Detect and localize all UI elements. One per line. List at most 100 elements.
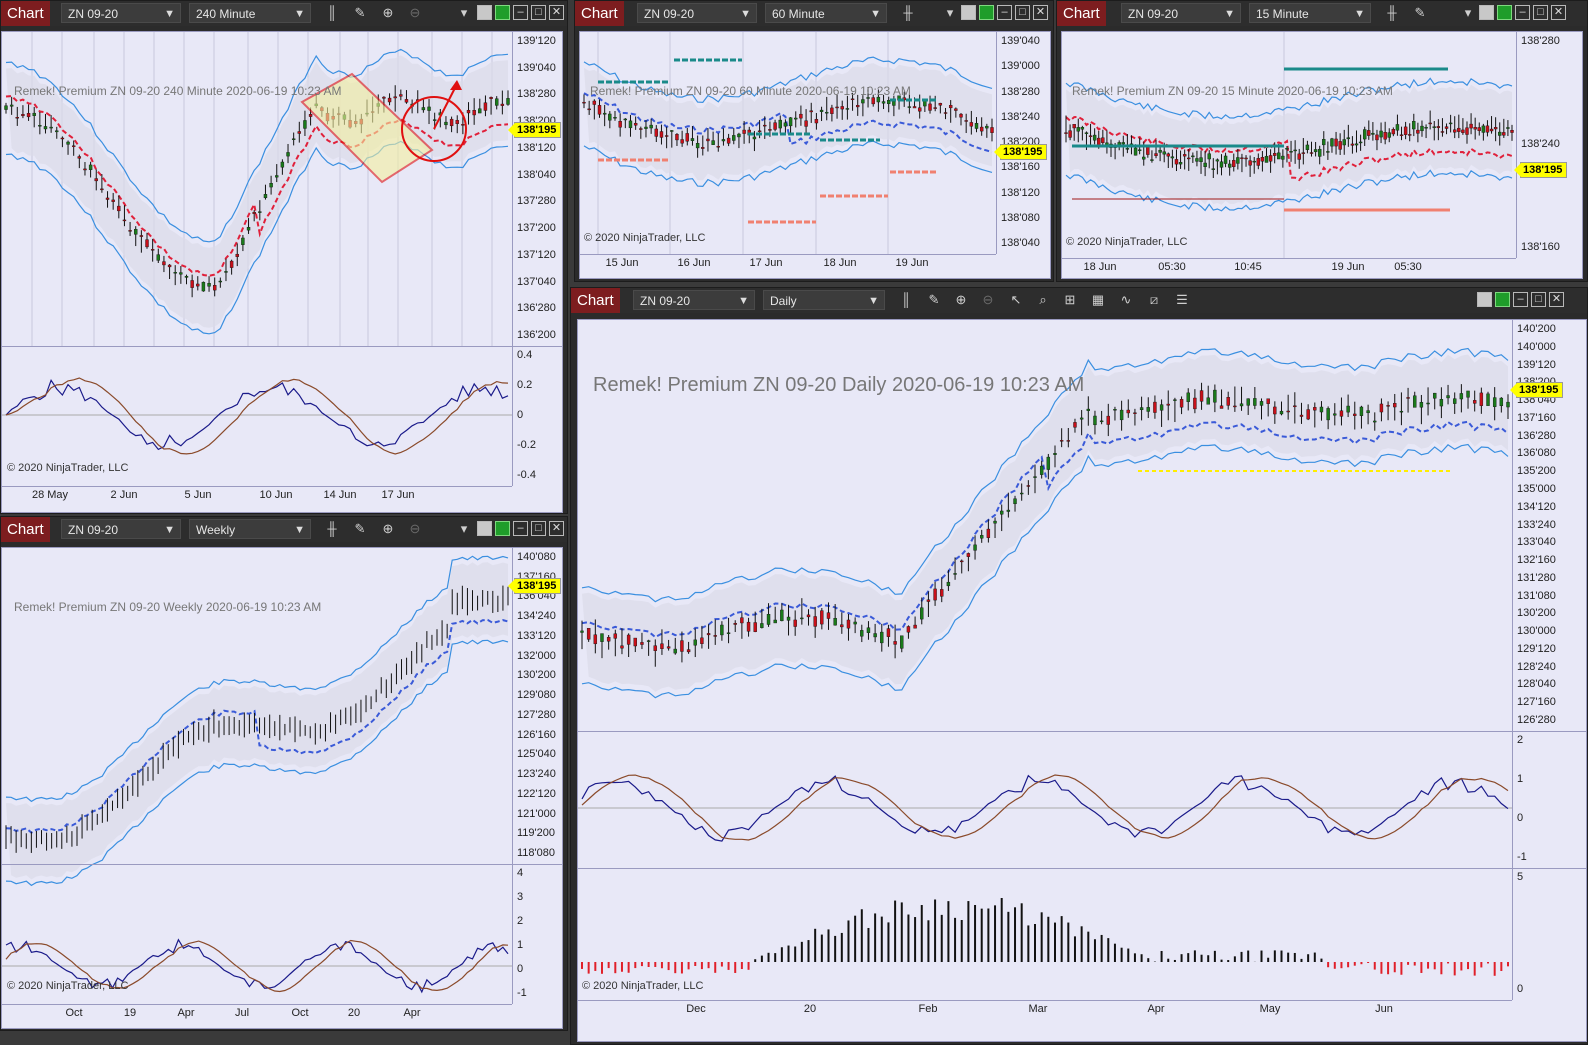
chart-trader-icon[interactable]: ☰ — [1176, 292, 1188, 307]
zoom-out-icon[interactable]: ⊖ — [409, 5, 421, 20]
strategies-icon[interactable]: ⧄ — [1149, 292, 1159, 307]
interval-selector[interactable]: 15 Minute ▼ — [1249, 3, 1371, 23]
bar-type-icon[interactable]: ╫ — [1387, 5, 1397, 20]
price-chart-15min[interactable] — [1062, 32, 1516, 258]
drawing-tool-icon[interactable]: ✎ — [354, 5, 366, 20]
interval-selector[interactable]: 60 Minute ▼ — [765, 3, 887, 23]
toolbar-overflow-icon[interactable]: ▾ — [460, 521, 468, 536]
zoom-in-icon[interactable]: ⊕ — [955, 292, 967, 307]
window-color-icon[interactable] — [1495, 292, 1510, 307]
bar-type-icon[interactable]: ║ — [901, 292, 911, 307]
minimize-button[interactable]: – — [1513, 292, 1528, 307]
toolbar-overflow-icon[interactable]: ▾ — [946, 5, 954, 20]
zoom-in-icon[interactable]: ⊕ — [382, 521, 394, 536]
candle-body — [1013, 498, 1017, 505]
minimize-button[interactable]: – — [1515, 5, 1530, 20]
time-axis[interactable]: Oct 19 Apr Jul Oct 20 Apr — [2, 1004, 512, 1028]
price-chart-240min[interactable] — [2, 32, 512, 512]
indicators-icon[interactable]: ∿ — [1120, 292, 1132, 307]
price-axis[interactable]: 140'080 137'160 136'040 134'240 133'120 132'0… — [512, 548, 562, 864]
drawing-tool-icon[interactable]: ✎ — [1414, 5, 1426, 20]
drawing-tool-icon[interactable]: ✎ — [354, 521, 366, 536]
maximize-button[interactable]: □ — [1015, 5, 1030, 20]
chart-panel[interactable]: Remek! Premium ZN 09-20 15 Minute 2020-0… — [1061, 31, 1583, 279]
candle-body — [122, 219, 127, 222]
close-button[interactable]: ✕ — [1551, 5, 1566, 20]
templates-icon[interactable]: ▦ — [1091, 292, 1105, 307]
candle-body — [60, 137, 65, 140]
close-button[interactable]: ✕ — [1549, 292, 1564, 307]
window-link-icon[interactable] — [1477, 292, 1492, 307]
chart-panel[interactable]: Remek! Premium ZN 09-20 Daily 2020-06-19… — [577, 319, 1587, 1042]
window-link-icon[interactable] — [961, 5, 976, 20]
zoom-out-icon[interactable]: ⊖ — [409, 521, 421, 536]
window-link-icon[interactable] — [1479, 5, 1494, 20]
properties-icon[interactable]: ⊞ — [1064, 292, 1076, 307]
price-axis[interactable]: 140'200140'000139'120138'200138'040137'1… — [1512, 320, 1586, 731]
instrument-selector[interactable]: ZN 09-20 ▼ — [637, 3, 757, 23]
bar-type-icon[interactable]: ╫ — [327, 521, 337, 536]
instrument-selector[interactable]: ZN 09-20 ▼ — [61, 3, 181, 23]
chart-menu-button[interactable]: Chart — [571, 288, 620, 313]
bar-type-icon[interactable]: ╫ — [903, 5, 913, 20]
time-axis[interactable]: 28 May 2 Jun 5 Jun 10 Jun 14 Jun 17 Jun — [2, 486, 512, 512]
chart-panel[interactable]: Remek! Premium ZN 09-20 Weekly 2020-06-1… — [1, 547, 563, 1029]
chart-menu-button[interactable]: Chart — [575, 1, 624, 26]
data-box-icon[interactable]: ⌕ — [1039, 292, 1047, 307]
minimize-button[interactable]: – — [513, 521, 528, 536]
maximize-button[interactable]: □ — [531, 521, 546, 536]
time-axis[interactable]: 18 Jun 05:30 10:45 19 Jun 05:30 — [1062, 258, 1516, 278]
oscillator-axis[interactable]: 2 1 0 -1 — [1512, 731, 1586, 868]
window-color-icon[interactable] — [979, 5, 994, 20]
candle-body — [432, 119, 437, 121]
chart-panel[interactable]: Remek! Premium ZN 09-20 240 Minute 2020-… — [1, 31, 563, 513]
toolbar-overflow-icon[interactable]: ▾ — [1464, 5, 1472, 20]
interval-selector[interactable]: 240 Minute ▼ — [189, 3, 311, 23]
zoom-in-icon[interactable]: ⊕ — [382, 5, 394, 20]
close-button[interactable]: ✕ — [549, 521, 564, 536]
price-axis[interactable]: 139'120139'040138'280138'200138'120138'0… — [512, 32, 562, 346]
oscillator-axis[interactable]: 0.4 0.2 0 -0.2 -0.4 — [512, 346, 562, 486]
interval-selector[interactable]: Daily ▼ — [763, 290, 885, 310]
toolbar-overflow-icon[interactable]: ▾ — [460, 5, 468, 20]
time-tick-label: Apr — [1147, 1003, 1165, 1015]
interval-selector[interactable]: Weekly ▼ — [189, 519, 311, 539]
window-color-icon[interactable] — [1497, 5, 1512, 20]
time-axis[interactable]: Dec 20 Feb Mar Apr May Jun — [578, 1000, 1512, 1041]
drawing-tool-icon[interactable]: ✎ — [928, 292, 940, 307]
window-link-icon[interactable] — [477, 521, 492, 536]
maximize-button[interactable]: □ — [531, 5, 546, 20]
maximize-button[interactable]: □ — [1531, 292, 1546, 307]
maximize-button[interactable]: □ — [1533, 5, 1548, 20]
chart-panel[interactable]: Remek! Premium ZN 09-20 60 Minute 2020-0… — [579, 31, 1051, 279]
chart-menu-button[interactable]: Chart — [1, 1, 50, 26]
time-axis[interactable]: 15 Jun 16 Jun 17 Jun 18 Jun 19 Jun — [580, 254, 996, 278]
instrument-selector[interactable]: ZN 09-20 ▼ — [633, 290, 755, 310]
close-button[interactable]: ✕ — [549, 5, 564, 20]
bar-type-icon[interactable]: ║ — [327, 5, 337, 20]
minimize-button[interactable]: – — [997, 5, 1012, 20]
candle-body — [593, 634, 598, 645]
oscillator-axis[interactable]: 4 3 2 1 0 -1 — [512, 864, 562, 1004]
zoom-out-icon[interactable]: ⊖ — [982, 292, 994, 307]
window-color-icon[interactable] — [495, 521, 510, 536]
chart-menu-button[interactable]: Chart — [1, 517, 50, 542]
price-chart-daily[interactable] — [578, 320, 1512, 1020]
candle-body — [1346, 405, 1350, 413]
candle-body — [639, 128, 643, 130]
chart-menu-button[interactable]: Chart — [1057, 1, 1106, 26]
window-link-icon[interactable] — [477, 5, 492, 20]
price-axis[interactable]: 139'040 139'000 138'280 138'240 138'200 138'1… — [996, 32, 1050, 254]
instrument-selector[interactable]: ZN 09-20 ▼ — [61, 519, 181, 539]
instrument-selector[interactable]: ZN 09-20 ▼ — [1121, 3, 1241, 23]
price-axis[interactable]: 138'280 138'240 138'160 — [1516, 32, 1582, 258]
price-chart-weekly[interactable] — [2, 548, 512, 1004]
pointer-icon[interactable]: ↖ — [1010, 292, 1022, 307]
minimize-button[interactable]: – — [513, 5, 528, 20]
price-chart-60min[interactable] — [580, 32, 996, 254]
window-color-icon[interactable] — [495, 5, 510, 20]
close-button[interactable]: ✕ — [1033, 5, 1048, 20]
axis-tick-label: 135'200 — [1517, 465, 1556, 478]
chart-toolbar: Chart ZN 09-20 ▼ 60 Minute ▼ ╫ ▾ – □ ✕ — [575, 1, 1053, 26]
